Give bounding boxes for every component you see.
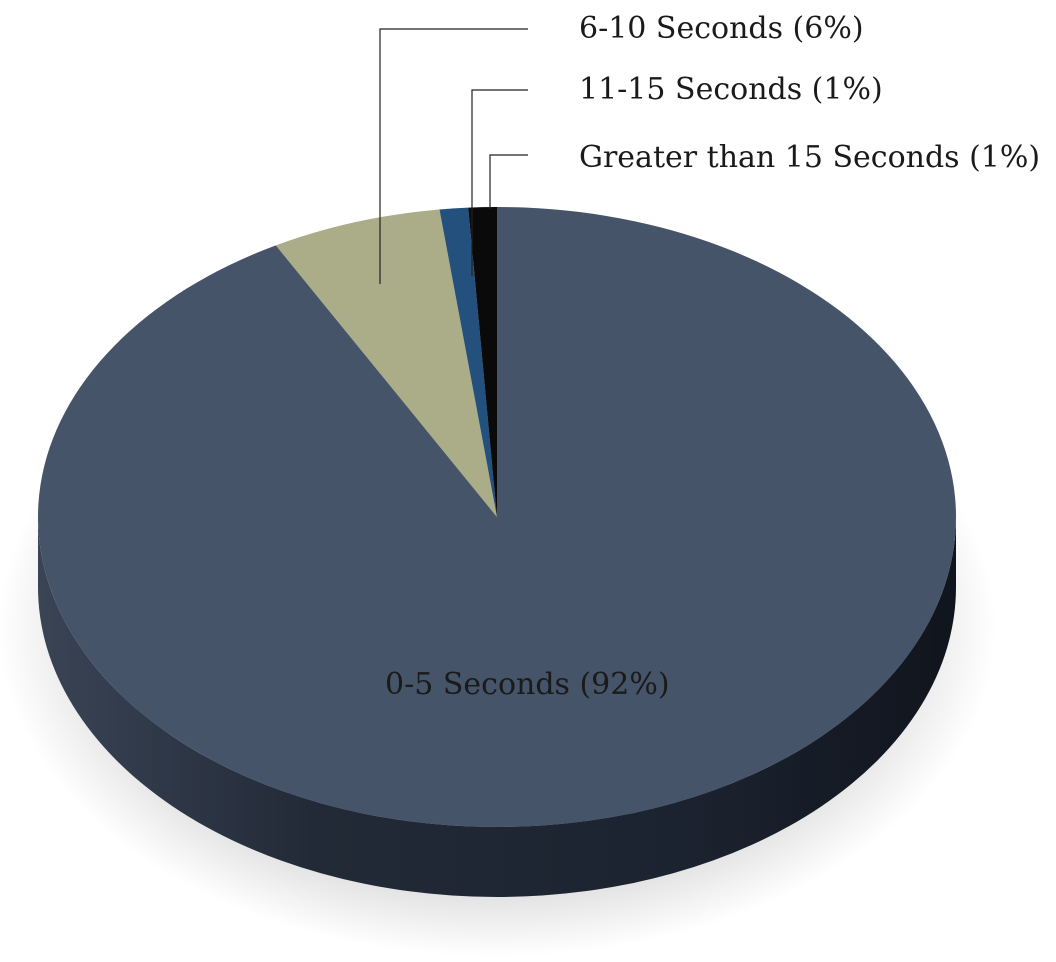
data-label-6-10-seconds: 6-10 Seconds (6%) (579, 11, 864, 46)
leader-line-6-10-seconds (379, 28, 528, 284)
pie-slice-0-5-seconds (37, 207, 956, 828)
pie-slice-11-15-seconds (439, 207, 497, 518)
data-label-11-15-seconds: 11-15 Seconds (1%) (579, 72, 883, 107)
leader-line-11-15-seconds (471, 89, 528, 276)
pie-slice-greater-than-15-seconds (468, 207, 497, 517)
data-label-greater-than-15-seconds: Greater than 15 Seconds (1%) (579, 140, 1040, 175)
pie-slice-6-10-seconds (275, 209, 497, 517)
data-label-0-5-seconds: 0-5 Seconds (92%) (385, 667, 670, 702)
leader-line-greater-than-15-seconds (489, 154, 528, 209)
pie-side-wall (38, 517, 956, 897)
